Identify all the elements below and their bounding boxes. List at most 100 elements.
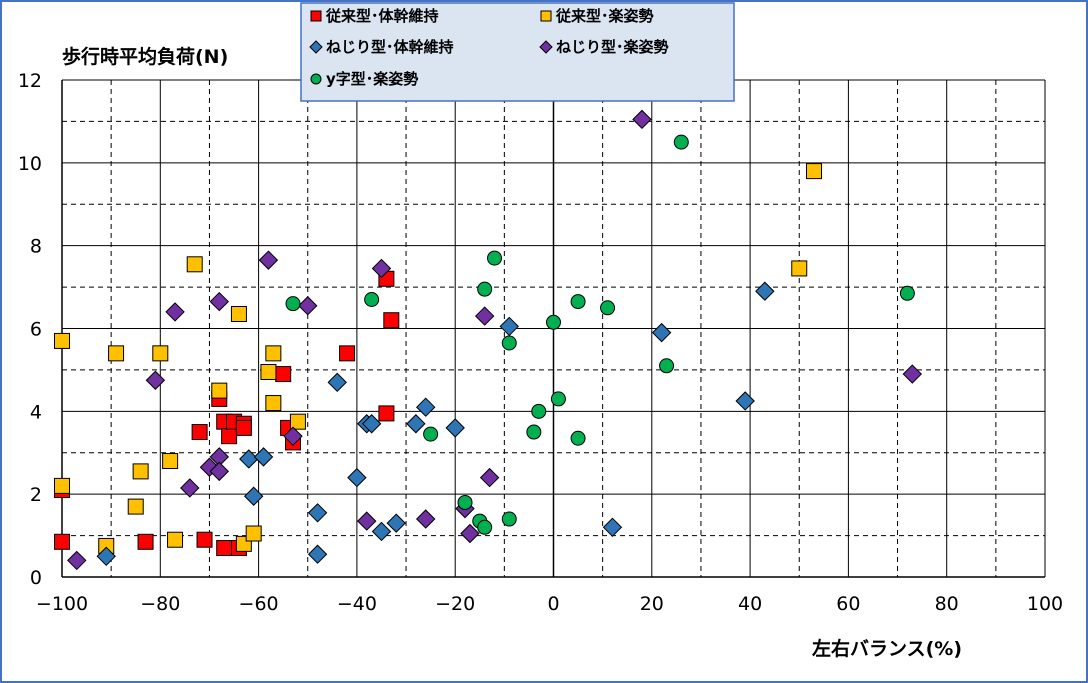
data-point [54, 332, 70, 349]
data-point [902, 364, 923, 384]
y-tick-label: 12 [18, 70, 42, 92]
data-point [221, 428, 238, 445]
data-point [791, 260, 808, 277]
data-points [54, 109, 923, 571]
data-point [145, 370, 166, 390]
legend-marker [309, 40, 323, 54]
data-point [416, 397, 436, 417]
data-point [265, 395, 282, 412]
data-point [54, 477, 70, 494]
x-tick-label: −40 [337, 593, 377, 615]
data-point [383, 312, 400, 329]
data-point [307, 544, 328, 564]
data-point [651, 322, 672, 343]
legend-marker [310, 10, 322, 22]
x-tick-label: 20 [640, 593, 664, 615]
data-point [416, 509, 436, 529]
y-tick-label: 6 [30, 319, 42, 341]
y-tick-label: 0 [30, 567, 42, 589]
data-point [600, 300, 616, 316]
x-tick-label: 60 [836, 593, 860, 615]
data-point [602, 517, 623, 538]
x-tick-label: −60 [239, 593, 279, 615]
data-point [196, 531, 213, 548]
legend-label: ねじり型･楽姿勢 [556, 38, 669, 56]
tick-labels: −100 −80 −60 −40 −20 0 20 40 60 80 100 0 2 4 6 8 10 12 [18, 70, 1063, 615]
y-tick-label: 8 [30, 236, 42, 258]
series-4 [67, 109, 923, 571]
data-point [487, 250, 503, 266]
data-point [180, 478, 200, 498]
series-3 [96, 281, 775, 566]
x-tick-label: −100 [36, 593, 88, 615]
data-point [96, 546, 116, 566]
data-point [659, 358, 675, 374]
y-axis-title: 歩行時平均負荷(N) [62, 45, 228, 68]
series-1 [54, 270, 400, 557]
data-point [162, 453, 179, 470]
data-point [550, 391, 566, 407]
data-point [457, 494, 473, 510]
data-point [735, 391, 755, 411]
x-tick-label: 0 [547, 593, 559, 615]
data-point [243, 486, 264, 506]
data-point [371, 521, 392, 542]
x-tick-label: −20 [435, 593, 475, 615]
x-axis-title: 左右バランス(%) [812, 637, 962, 660]
data-point [265, 345, 282, 362]
data-point [283, 426, 303, 446]
data-point [132, 463, 149, 480]
data-point [501, 335, 517, 351]
data-point [285, 296, 301, 312]
legend-label: 従来型･楽姿勢 [555, 7, 654, 25]
y-tick-label: 2 [30, 484, 42, 506]
data-point [347, 467, 367, 488]
data-point [67, 550, 87, 571]
legend-marker [540, 10, 552, 22]
x-tick-label: 80 [935, 593, 959, 615]
data-point [755, 281, 775, 301]
data-point [361, 414, 382, 434]
data-point [275, 366, 292, 383]
data-point [477, 519, 493, 535]
data-point [152, 345, 169, 362]
data-point [54, 533, 70, 550]
y-tick-label: 4 [30, 401, 42, 423]
data-point [546, 314, 561, 330]
data-point [899, 285, 915, 301]
x-tick-label: 40 [738, 593, 762, 615]
data-point [186, 256, 203, 273]
data-point [235, 419, 252, 436]
data-point [474, 306, 495, 326]
data-point [423, 426, 439, 442]
data-point [570, 294, 586, 310]
data-point [165, 302, 185, 322]
data-point [167, 531, 184, 548]
data-point [127, 498, 144, 515]
data-point [526, 424, 542, 440]
data-point [460, 523, 480, 544]
legend-marker [310, 73, 322, 85]
series-2 [54, 163, 822, 554]
data-point [632, 109, 652, 130]
series-5 [285, 134, 915, 535]
data-point [357, 511, 377, 531]
data-point [245, 525, 262, 542]
data-point [378, 405, 395, 422]
data-point [289, 413, 306, 430]
data-point [445, 418, 465, 438]
data-point [364, 292, 380, 308]
legend-marker [539, 40, 553, 54]
data-point [386, 513, 406, 533]
legend-label: ねじり型･体幹維持 [326, 38, 454, 56]
data-point [499, 316, 519, 337]
data-point [327, 372, 347, 393]
data-point [570, 430, 586, 446]
data-point [339, 345, 356, 362]
data-point [137, 533, 154, 550]
data-point [211, 382, 228, 399]
data-point [108, 345, 125, 362]
data-point [298, 296, 318, 316]
